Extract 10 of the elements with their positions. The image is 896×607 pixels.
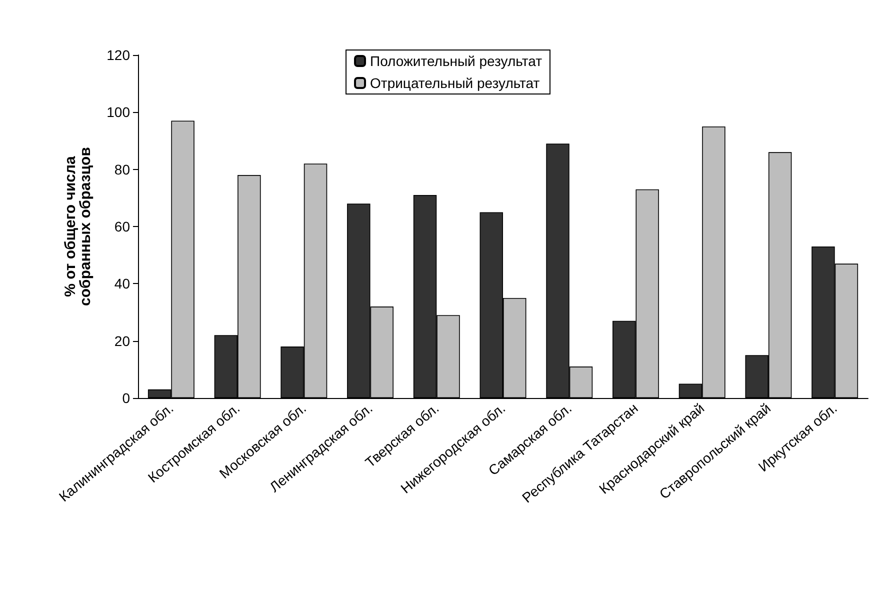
y-tick-label: 40: [114, 276, 130, 292]
y-tick-label: 60: [114, 218, 130, 234]
legend-label: Отрицательный результат: [370, 75, 540, 91]
y-tick-label: 20: [114, 332, 130, 349]
y-axis-title: % от общего числа собранных образцов: [62, 147, 94, 306]
y-tick-label: 0: [122, 390, 130, 406]
y-tick-label: 80: [114, 161, 130, 178]
y-tick-label: 120: [106, 47, 130, 63]
y-tick-label: 100: [106, 104, 130, 120]
legend-label: Положительный результат: [370, 53, 543, 69]
